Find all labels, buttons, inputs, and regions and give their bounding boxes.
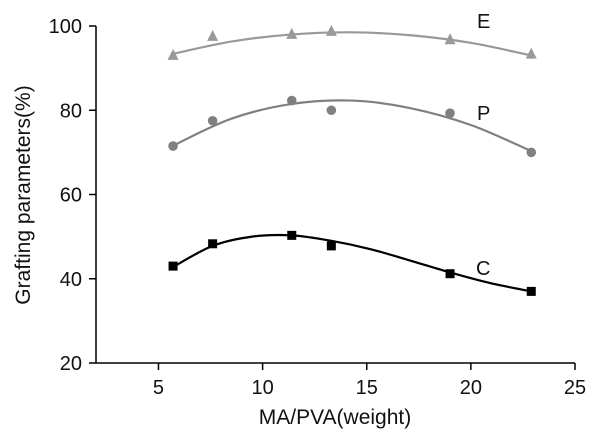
point-p: [445, 108, 455, 118]
fit-curve-p: [172, 99, 532, 153]
point-c: [168, 261, 178, 271]
point-e: [525, 47, 537, 59]
point-p: [168, 141, 178, 151]
x-tick-label: 10: [251, 377, 273, 399]
point-c: [208, 239, 218, 249]
x-tick-label: 25: [564, 377, 586, 399]
point-e: [286, 27, 298, 39]
y-tick-label: 100: [49, 16, 82, 38]
point-p: [286, 95, 297, 106]
point-e: [207, 29, 219, 41]
point-c: [326, 241, 336, 251]
point-c: [287, 230, 297, 240]
y-tick-label: 40: [60, 269, 82, 291]
series-label-c: C: [476, 258, 490, 280]
point-p: [326, 105, 337, 116]
axes: 5 10 15 20 25 20 40 60 80 100: [49, 16, 587, 399]
fit-curve-e: [172, 31, 532, 57]
series-label-e: E: [477, 11, 490, 33]
point-p: [526, 147, 537, 158]
point-e: [325, 24, 337, 36]
x-tick-label: 15: [356, 377, 378, 399]
data-markers: [167, 24, 537, 296]
y-axis-title: Grafting parameters(%): [12, 85, 35, 304]
y-tick-label: 20: [60, 353, 82, 375]
point-c: [526, 286, 536, 296]
x-axis-title: MA/PVA(weight): [259, 406, 412, 429]
y-tick-label: 80: [60, 100, 82, 122]
fit-curves: [172, 31, 532, 293]
point-e: [444, 33, 456, 45]
x-tick-label: 20: [460, 377, 482, 399]
point-p: [207, 115, 218, 126]
point-e: [167, 48, 179, 60]
series-label-p: P: [477, 103, 490, 125]
point-c: [445, 269, 455, 279]
fit-curve-c: [172, 233, 532, 293]
x-tick-label: 5: [153, 377, 164, 399]
y-tick-label: 60: [60, 185, 82, 207]
series-labels: E P C: [476, 11, 490, 280]
